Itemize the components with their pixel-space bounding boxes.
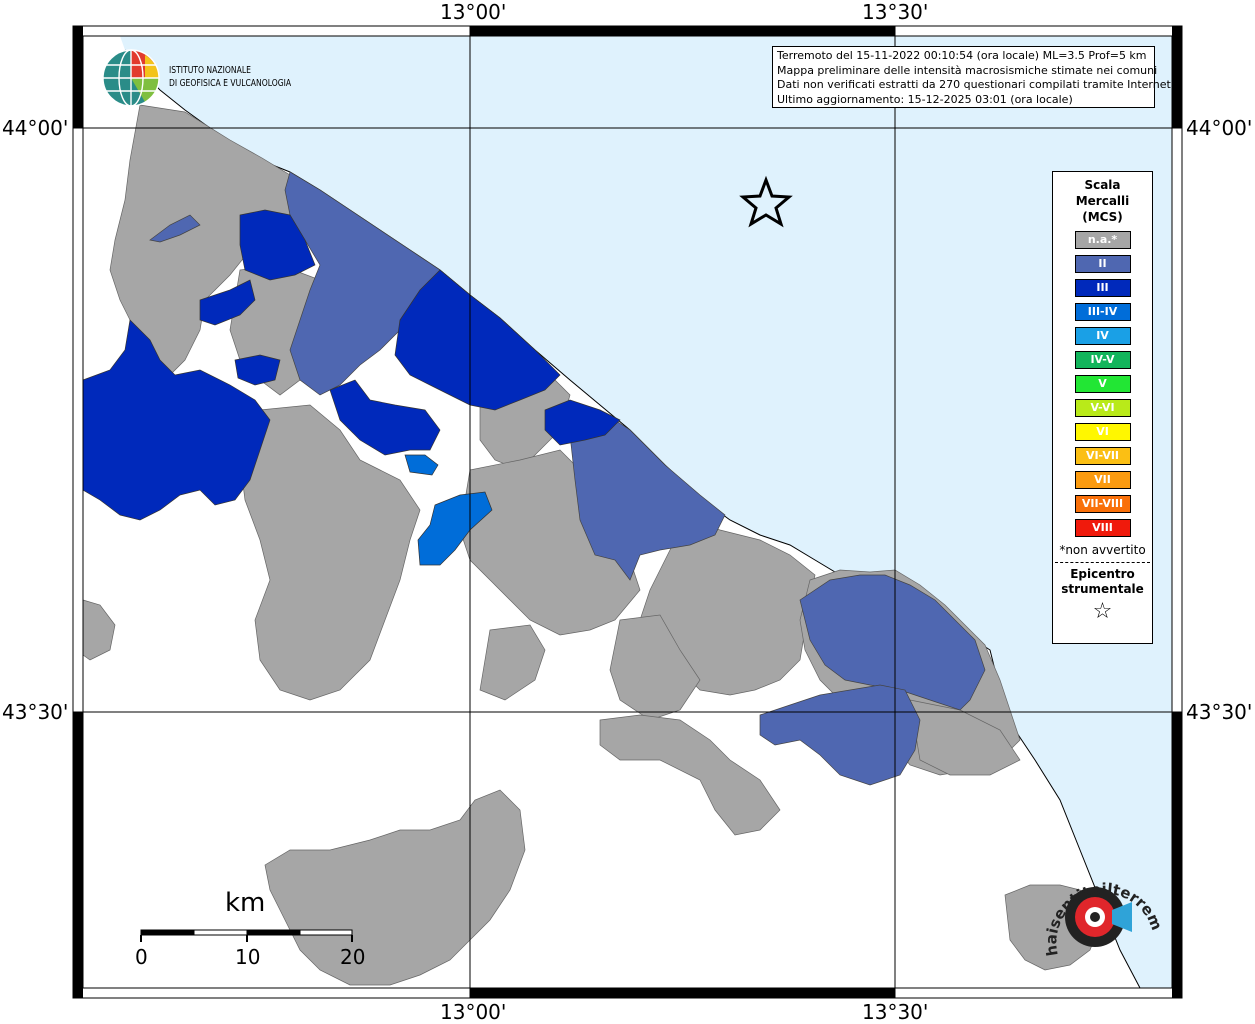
intensity-legend: Scala Mercalli (MCS) n.a.* II III III-IV IV I…	[1052, 171, 1153, 644]
logo-line-1: ISTITUTO NAZIONALE	[169, 65, 251, 76]
logo-line-2: DI GEOFISICA E VULCANOLOGIA	[169, 78, 292, 89]
legend-swatch: VII-VIII	[1074, 495, 1131, 513]
lon-label-13-00-bottom: 13°00'	[440, 1000, 507, 1024]
legend-separator	[1055, 562, 1150, 563]
haisentito-logo: haisentitoilterremoto.it www.	[1040, 860, 1166, 957]
legend-swatch: VI	[1074, 423, 1131, 441]
lon-label-13-30-bottom: 13°30'	[862, 1000, 929, 1024]
star-icon: ☆	[1092, 599, 1113, 624]
sea-area	[120, 36, 1172, 988]
legend-epicenter-2: strumentale	[1061, 582, 1144, 596]
scale-unit: km	[225, 888, 266, 918]
lat-label-44-00-left: 44°00'	[2, 116, 69, 140]
event-info-box: Terremoto del 15-11-2022 00:10:54 (ora l…	[772, 46, 1175, 108]
lat-label-44-00-right: 44°00'	[1186, 116, 1253, 140]
legend-swatch: IV-V	[1074, 351, 1131, 369]
scale-tick-20: 20	[340, 945, 366, 969]
event-info-line: Ultimo aggiornamento: 15-12-2025 03:01 (…	[777, 92, 1073, 106]
legend-note: *non avvertito	[1059, 543, 1146, 557]
lat-label-43-30-left: 43°30'	[2, 700, 69, 724]
legend-swatch: VII	[1074, 471, 1131, 489]
legend-epicenter-1: Epicentro	[1070, 567, 1135, 581]
legend-swatch: IV	[1074, 327, 1131, 345]
legend-title-2: Mercalli	[1075, 194, 1130, 208]
scale-bar	[140, 929, 353, 942]
lon-label-13-30-top: 13°30'	[862, 0, 929, 24]
legend-swatch: VI-VII	[1074, 447, 1131, 465]
municipalities-intensity-III-IV	[404, 454, 493, 566]
legend-swatch: III	[1074, 279, 1131, 297]
ingv-logo: ISTITUTO NAZIONALE DI GEOFISICA E VULCAN…	[100, 47, 320, 109]
map-frame	[72, 25, 1183, 999]
lon-label-13-00-top: 13°00'	[440, 0, 507, 24]
legend-swatch: III-IV	[1074, 303, 1131, 321]
legend-title-1: Scala	[1084, 178, 1121, 192]
event-info-line: Terremoto del 15-11-2022 00:10:54 (ora l…	[777, 49, 1147, 62]
globe-icon	[102, 49, 160, 107]
municipalities-intensity-II	[149, 171, 986, 786]
legend-swatch: II	[1074, 255, 1131, 273]
scale-tick-0: 0	[135, 945, 148, 969]
event-info-line: Dati non verificati estratti da 270 ques…	[777, 78, 1175, 91]
municipalities-intensity-III	[82, 209, 621, 521]
event-info-line: Mappa preliminare delle intensità macros…	[777, 63, 1158, 77]
graticule	[83, 36, 1172, 988]
lat-label-43-30-right: 43°30'	[1186, 700, 1253, 724]
scale-tick-10: 10	[235, 945, 261, 969]
legend-swatch: V-VI	[1074, 399, 1131, 417]
legend-swatch: V	[1074, 375, 1131, 393]
epicenter-star	[739, 175, 793, 228]
legend-swatch: VIII	[1074, 519, 1131, 537]
legend-title-3: (MCS)	[1082, 210, 1123, 224]
legend-swatch: n.a.*	[1074, 231, 1131, 249]
